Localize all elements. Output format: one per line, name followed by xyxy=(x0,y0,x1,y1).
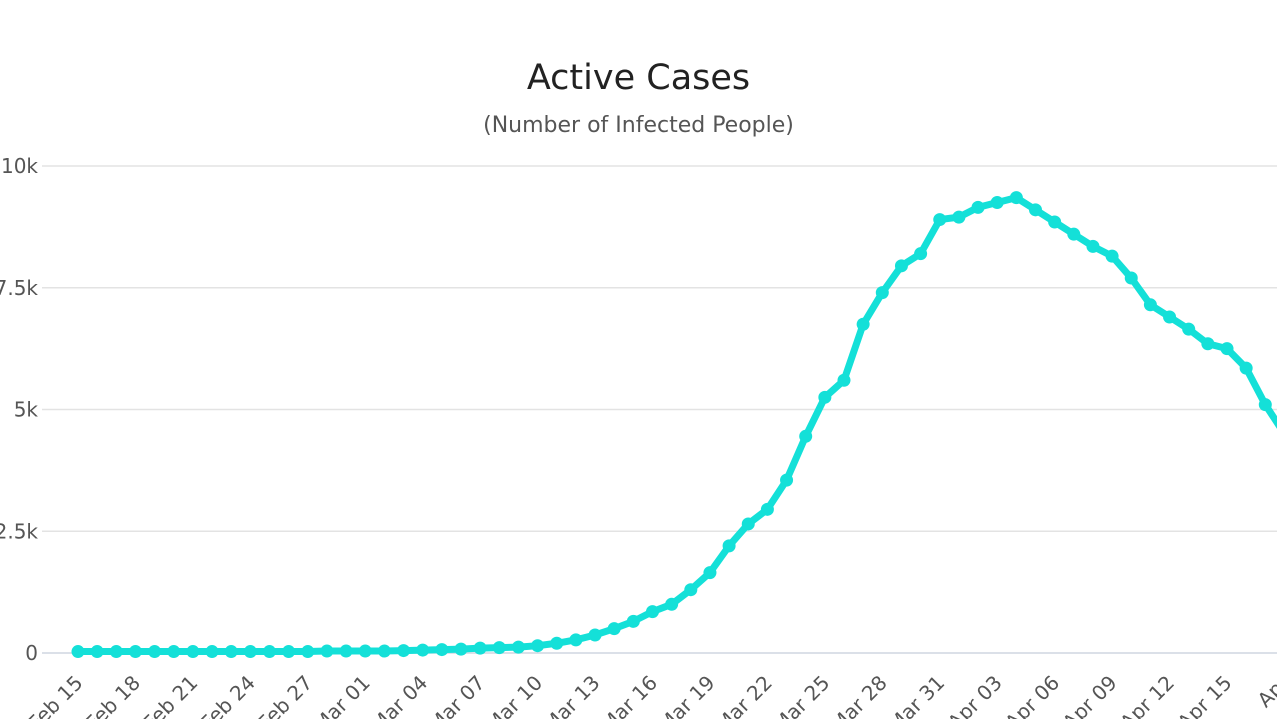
x-tick-label: Mar 13 xyxy=(538,671,604,719)
x-tick-label: Mar 16 xyxy=(596,671,662,719)
x-tick-label: Feb 18 xyxy=(80,671,145,719)
data-point xyxy=(607,622,621,636)
x-tick-label: Mar 25 xyxy=(768,671,834,719)
data-point xyxy=(454,642,468,656)
data-point xyxy=(1258,398,1272,412)
x-tick-label: Feb 27 xyxy=(253,671,318,719)
data-point xyxy=(894,259,908,273)
data-point xyxy=(760,502,774,516)
data-point xyxy=(1182,322,1196,336)
data-point xyxy=(952,210,966,224)
data-point xyxy=(186,645,200,659)
x-tick-label: Mar 31 xyxy=(883,671,949,719)
data-point xyxy=(148,645,162,659)
chart-title: Active Cases xyxy=(526,58,751,98)
data-point xyxy=(1239,361,1253,375)
data-point xyxy=(588,628,602,642)
y-tick-label: 7.5k xyxy=(0,276,38,300)
data-point xyxy=(1009,191,1023,205)
data-point xyxy=(492,641,506,655)
x-tick-label: Feb 24 xyxy=(195,671,260,719)
data-point xyxy=(799,429,813,443)
data-point xyxy=(531,639,545,653)
x-tick-label: Mar 07 xyxy=(424,671,490,719)
x-tick-label: Apr 06 xyxy=(1000,671,1064,719)
data-point xyxy=(1048,215,1062,229)
data-point xyxy=(435,643,449,657)
series-line xyxy=(74,194,1277,656)
data-point xyxy=(933,213,947,227)
x-tick-label: Mar 22 xyxy=(711,671,777,719)
data-point xyxy=(397,644,411,658)
x-tick-label: Mar 10 xyxy=(481,671,547,719)
data-point xyxy=(263,645,276,659)
data-point xyxy=(358,644,372,658)
x-tick-label: Feb 15 xyxy=(23,671,88,719)
data-point xyxy=(818,390,832,404)
data-point xyxy=(914,247,928,261)
data-point xyxy=(1086,239,1100,253)
data-point xyxy=(473,641,487,655)
data-point xyxy=(569,633,583,647)
data-point xyxy=(167,645,181,659)
data-point xyxy=(377,644,391,658)
data-point xyxy=(837,373,851,387)
data-point xyxy=(282,645,296,659)
x-tick-label: Apr xyxy=(1253,670,1277,712)
y-tick-label: 2.5k xyxy=(0,519,38,543)
chart-subtitle: (Number of Infected People) xyxy=(483,113,794,138)
data-point xyxy=(646,605,659,619)
data-point xyxy=(416,643,430,657)
data-point xyxy=(971,200,985,214)
data-point xyxy=(665,597,679,611)
data-point xyxy=(875,286,889,300)
data-point xyxy=(722,539,736,553)
data-point xyxy=(339,644,353,658)
data-point xyxy=(511,640,525,654)
data-point xyxy=(550,636,564,650)
data-point xyxy=(71,645,85,659)
data-point xyxy=(1201,337,1215,351)
data-point xyxy=(109,645,123,659)
data-point xyxy=(1067,227,1081,241)
y-tick-label: 10k xyxy=(1,154,38,178)
data-point xyxy=(1105,249,1119,263)
x-tick-label: Apr 09 xyxy=(1058,671,1122,719)
data-point xyxy=(1143,298,1157,312)
data-point xyxy=(856,317,870,331)
data-point xyxy=(128,645,142,659)
data-point xyxy=(626,614,640,628)
data-point xyxy=(1163,310,1177,324)
x-tick-label: Mar 19 xyxy=(653,671,719,719)
x-tick-label: Apr 12 xyxy=(1115,671,1179,719)
y-tick-label: 0 xyxy=(25,641,38,665)
data-point xyxy=(1124,271,1138,285)
data-point xyxy=(320,644,334,658)
data-point xyxy=(1029,203,1042,217)
x-tick-label: Mar 01 xyxy=(309,671,375,719)
x-tick-label: Apr 15 xyxy=(1173,671,1237,719)
data-point xyxy=(1220,342,1234,356)
data-point xyxy=(741,517,755,531)
data-point xyxy=(224,645,238,659)
data-point xyxy=(243,645,257,659)
data-point xyxy=(301,645,315,659)
data-point xyxy=(990,196,1004,210)
x-tick-label: Mar 04 xyxy=(366,671,432,719)
data-point xyxy=(90,645,104,659)
y-tick-label: 5k xyxy=(14,398,39,422)
x-tick-label: Apr 03 xyxy=(943,671,1007,719)
data-point xyxy=(780,473,794,487)
x-tick-label: Mar 28 xyxy=(826,671,892,719)
x-tick-label: Feb 21 xyxy=(138,671,203,719)
data-point xyxy=(703,566,717,580)
data-point xyxy=(684,583,698,597)
data-point xyxy=(205,645,219,659)
